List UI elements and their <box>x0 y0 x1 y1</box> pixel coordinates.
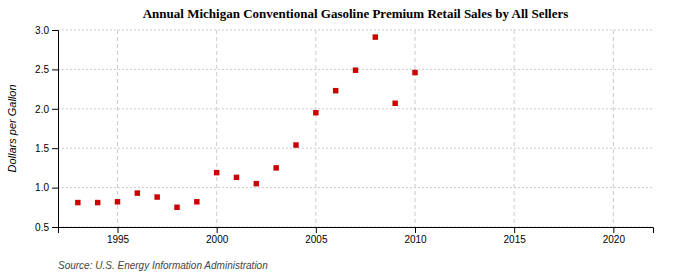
point <box>194 199 199 204</box>
tick-label: 1995 <box>107 234 130 245</box>
grid-line <box>58 187 653 188</box>
point <box>313 110 318 115</box>
plot-area: 1995 2000 2005 2010 2015 2020 0.5 1.0 1.5 2.0 2.5 3… <box>35 25 653 245</box>
tick: 2005 <box>305 227 328 245</box>
grid <box>58 30 653 227</box>
grid-line <box>415 30 416 227</box>
point <box>353 67 358 72</box>
tick: 2.0 <box>35 104 58 115</box>
grid-line <box>315 30 316 227</box>
grid-line <box>514 30 515 227</box>
chart: 1995 2000 2005 2010 2015 2020 0.5 1.0 1.5 2.0 2.5 3… <box>0 0 675 275</box>
tick-label: 2000 <box>206 234 229 245</box>
tick-mark <box>118 227 119 233</box>
grid-line <box>216 30 217 227</box>
point <box>234 175 239 180</box>
tick-label: 2.5 <box>35 64 49 75</box>
tick: 3.0 <box>35 25 58 36</box>
tick: 0.5 <box>35 222 58 233</box>
point <box>293 142 298 147</box>
title: Annual Michigan Conventional Gasoline Pr… <box>143 6 569 21</box>
tick-label: 1.0 <box>35 182 49 193</box>
tick-mark <box>52 188 58 189</box>
points <box>75 34 418 210</box>
y-axis-title: Dollars per Gallon <box>6 84 18 172</box>
grid-line <box>117 30 118 227</box>
point <box>174 205 179 210</box>
tick-mark <box>613 227 614 233</box>
grid-line <box>58 108 653 109</box>
tick: 2015 <box>504 227 527 245</box>
tick-label: 2020 <box>603 234 626 245</box>
tick-mark <box>52 148 58 149</box>
tick-label: 2005 <box>305 234 328 245</box>
y-axis: 0.5 1.0 1.5 2.0 2.5 3.0 <box>35 25 58 233</box>
point <box>95 200 100 205</box>
point <box>154 194 159 199</box>
tick: 1995 <box>107 227 130 245</box>
point <box>373 34 378 39</box>
tick-mark <box>52 227 58 228</box>
grid-line <box>58 148 653 149</box>
grid-line <box>58 30 653 31</box>
point <box>333 88 338 93</box>
tick-mark <box>514 227 515 233</box>
tick: 2010 <box>404 227 427 245</box>
axis-line <box>59 228 654 234</box>
point <box>75 200 80 205</box>
tick-mark <box>415 227 416 233</box>
x-axis: 1995 2000 2005 2010 2015 2020 <box>59 227 654 245</box>
annotation: Source: U.S. Energy Information Administ… <box>58 260 268 271</box>
tick: 2.5 <box>35 64 58 75</box>
axis-line <box>52 31 59 228</box>
tick: 1.5 <box>35 143 58 154</box>
point <box>273 165 278 170</box>
tick-mark <box>217 227 218 233</box>
point <box>412 70 417 75</box>
point <box>115 199 120 204</box>
tick-mark <box>52 69 58 70</box>
point <box>254 181 259 186</box>
tick-mark <box>52 30 58 31</box>
point <box>135 190 140 195</box>
tick: 1.0 <box>35 182 58 193</box>
tick-label: 1.5 <box>35 143 49 154</box>
tick-mark <box>316 227 317 233</box>
tick: 2000 <box>206 227 229 245</box>
tick-label: 2.0 <box>35 104 49 115</box>
grid-line <box>613 30 614 227</box>
point <box>214 170 219 175</box>
tick-label: 3.0 <box>35 25 49 36</box>
tick-label: 2015 <box>504 234 527 245</box>
tick-label: 0.5 <box>35 222 49 233</box>
tick-label: 2010 <box>404 234 427 245</box>
tick: 2020 <box>603 227 626 245</box>
tick-mark <box>52 109 58 110</box>
point <box>392 101 397 106</box>
